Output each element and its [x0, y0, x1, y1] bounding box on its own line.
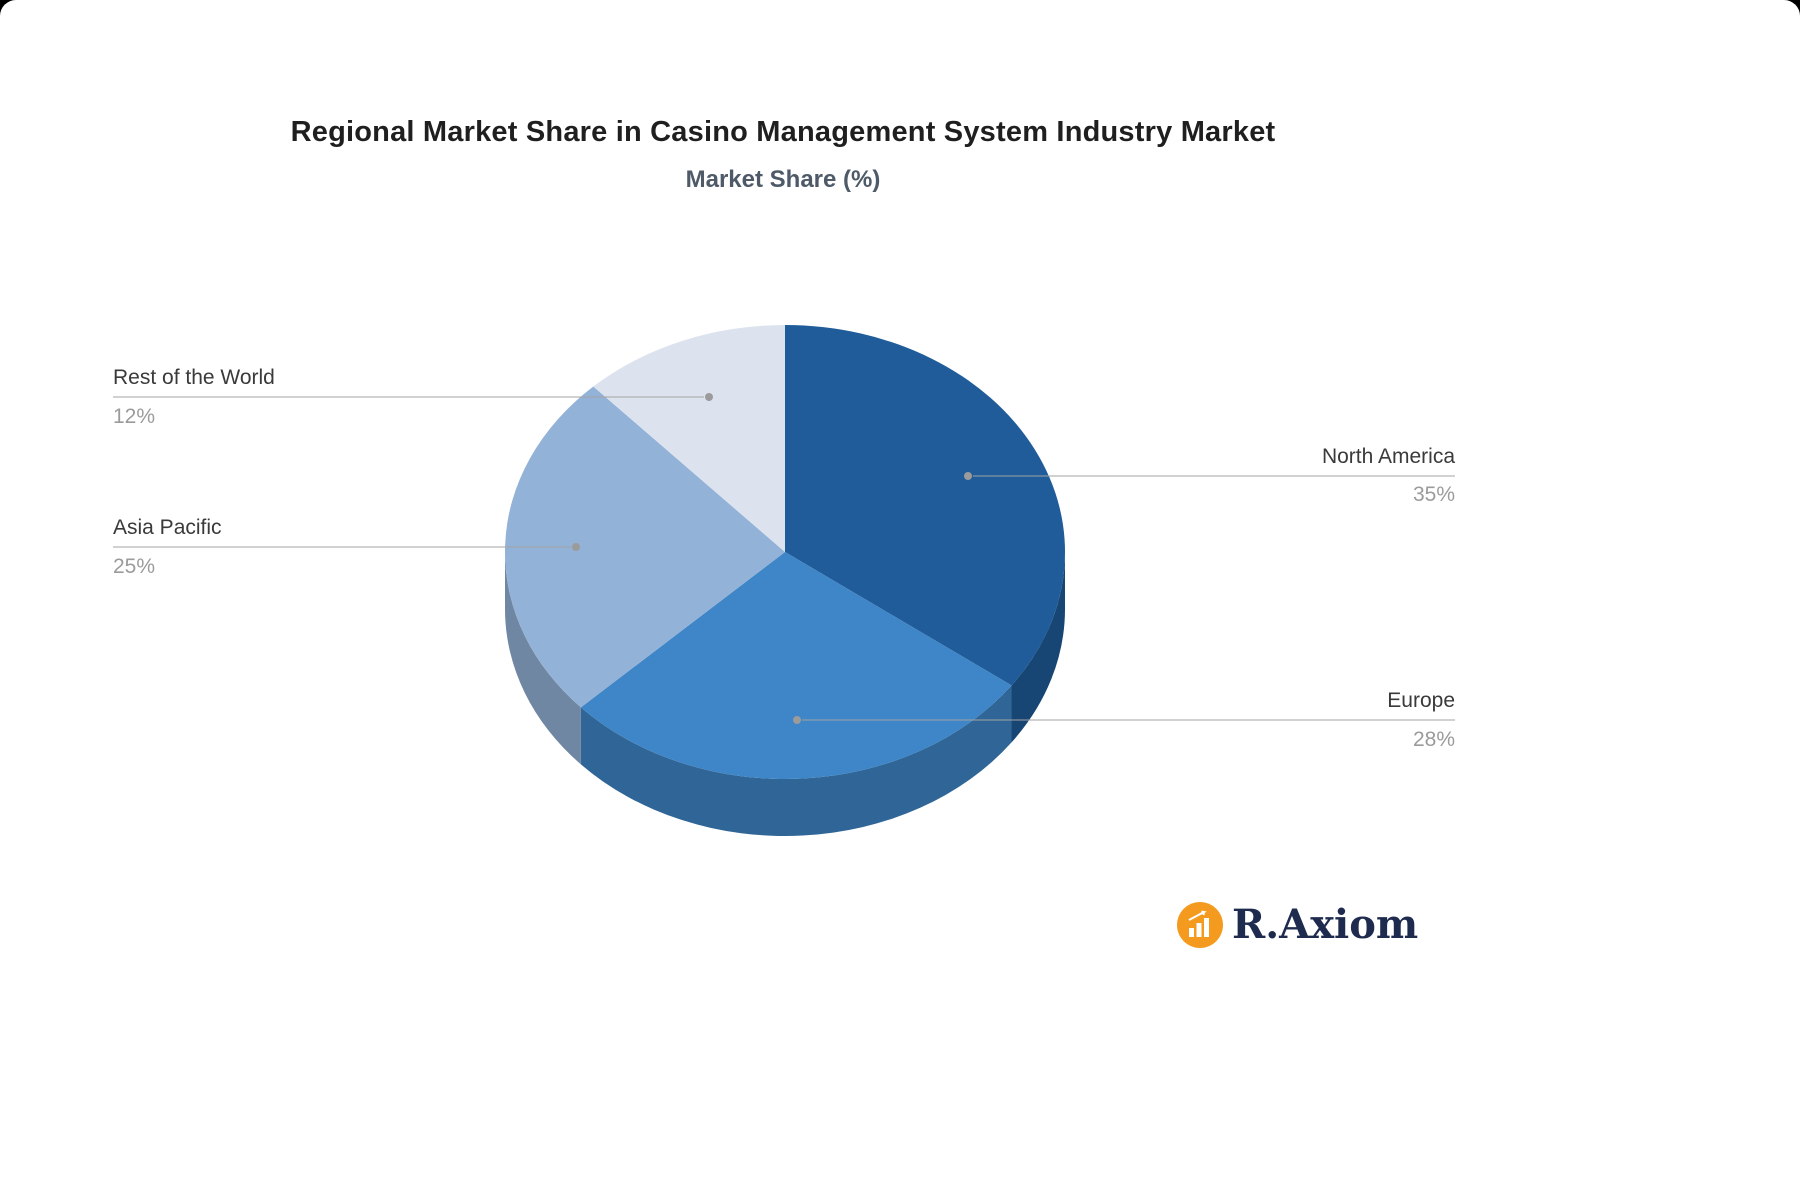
- value-europe: 28%: [1412, 728, 1455, 751]
- pie-slice-rest-of-the-world[interactable]: [593, 325, 785, 552]
- leader-dot-rest-of-the-world: [705, 393, 713, 401]
- chart-subtitle: Market Share (%): [685, 166, 881, 193]
- pie-slice-europe[interactable]: [580, 552, 1012, 779]
- pie-slice-north-america[interactable]: [785, 325, 1065, 686]
- value-rest-of-the-world: 12%: [113, 405, 156, 428]
- label-asia-pacific: Asia Pacific: [113, 516, 222, 539]
- leader-dot-asia-pacific: [572, 543, 580, 551]
- brand-logo: R.Axiom: [1176, 901, 1418, 949]
- value-asia-pacific: 25%: [113, 555, 156, 578]
- leader-lines: [113, 393, 1455, 724]
- pie-slice-north-america-side: [1011, 552, 1065, 743]
- label-north-america: North America: [1321, 445, 1455, 468]
- pie-slice-asia-pacific-side: [505, 552, 581, 765]
- leader-dot-north-america: [964, 472, 972, 480]
- pie-slices: [505, 325, 1065, 836]
- value-north-america: 35%: [1412, 483, 1455, 506]
- leader-dot-europe: [793, 716, 801, 724]
- chart-title: Regional Market Share in Casino Manageme…: [290, 116, 1276, 148]
- label-rest-of-the-world: Rest of the World: [113, 366, 275, 389]
- brand-name: R.Axiom: [1232, 901, 1419, 948]
- label-europe: Europe: [1387, 689, 1455, 712]
- pie-slice-europe-side: [580, 685, 1012, 836]
- bar-chart-icon: [1177, 902, 1223, 948]
- pie-slice-asia-pacific[interactable]: [505, 386, 785, 708]
